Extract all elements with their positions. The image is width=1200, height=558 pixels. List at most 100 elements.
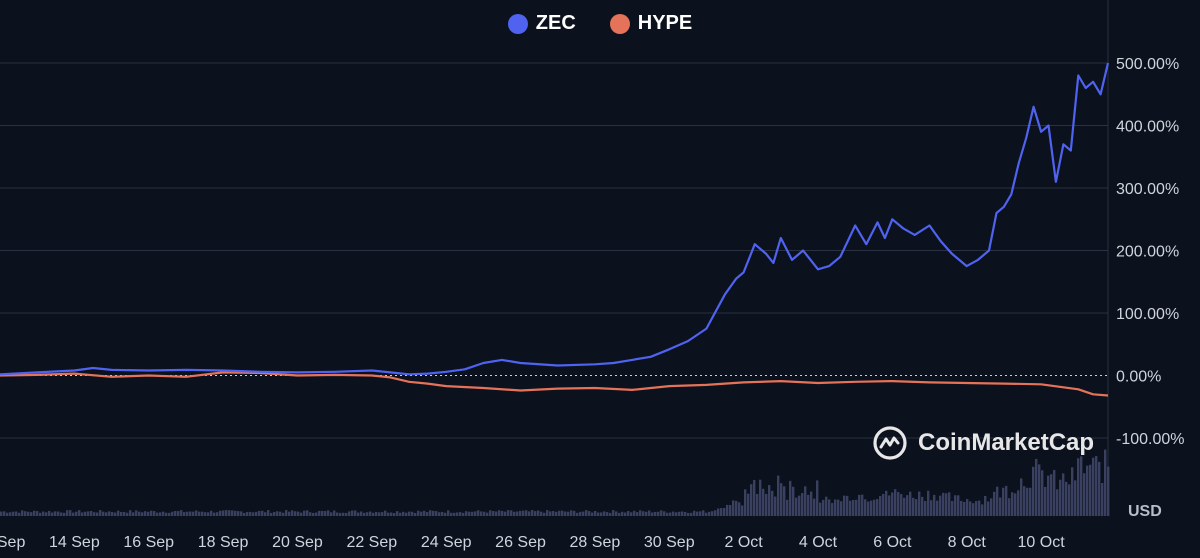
volume-bar [336, 512, 339, 516]
volume-bar [435, 511, 438, 516]
volume-bar [660, 510, 663, 516]
volume-bar [15, 511, 18, 516]
volume-bar [174, 510, 177, 516]
volume-bar [630, 512, 633, 516]
volume-bar [975, 501, 978, 516]
volume-bar [771, 490, 774, 516]
volume-bar [222, 510, 225, 516]
volume-bar [702, 510, 705, 516]
x-tick-label: 4 Oct [799, 534, 838, 551]
volume-bar [291, 510, 294, 516]
volume-bar [1059, 479, 1062, 516]
x-tick-label: 18 Sep [198, 534, 249, 551]
volume-bar [387, 512, 390, 516]
volume-bar [3, 511, 6, 516]
y-tick-label: -100.00% [1116, 431, 1185, 448]
volume-bar [504, 511, 507, 516]
volume-bar [840, 501, 843, 516]
volume-bar [738, 502, 741, 516]
volume-bar [1101, 483, 1104, 516]
volume-bar [612, 510, 615, 516]
volume-bar [891, 492, 894, 516]
volume-bar [600, 512, 603, 516]
volume-bar [678, 511, 681, 516]
volume-bar [909, 491, 912, 516]
volume-bar [597, 512, 600, 516]
volume-bar [96, 512, 99, 516]
x-tick-label: 10 Oct [1018, 534, 1066, 551]
volume-bar [912, 497, 915, 516]
volume-bar [921, 496, 924, 516]
legend-item-zec[interactable]: ZEC [507, 12, 576, 35]
volume-bar [834, 499, 837, 516]
volume-bar [972, 503, 975, 516]
volume-bar [234, 510, 237, 516]
volume-bar [453, 512, 456, 516]
volume-bar [315, 512, 318, 516]
volume-bar [1002, 487, 1005, 516]
volume-bar [558, 510, 561, 516]
volume-bar [696, 511, 699, 516]
volume-bar [327, 510, 330, 516]
volume-bar [537, 510, 540, 516]
volume-bar [768, 485, 771, 516]
volume-bar [192, 511, 195, 516]
volume-bar [1104, 449, 1107, 516]
x-tick-label: 6 Oct [873, 534, 912, 551]
volume-bar [273, 511, 276, 516]
volume-bar [618, 512, 621, 516]
volume-bar [780, 483, 783, 516]
volume-bar [111, 512, 114, 516]
volume-bar [639, 510, 642, 516]
volume-bar [144, 511, 147, 516]
volume-bar [378, 512, 381, 516]
volume-bar [219, 510, 222, 516]
volume-bar [30, 512, 33, 516]
volume-bar [837, 499, 840, 516]
volume-bar [507, 510, 510, 516]
x-tick-label: 24 Sep [421, 534, 472, 551]
volume-bar [276, 511, 279, 516]
volume-bar [894, 489, 897, 516]
volume-bar [399, 512, 402, 516]
volume-bar [615, 511, 618, 516]
volume-bar [288, 511, 291, 516]
volume-bar [825, 496, 828, 516]
volume-bar [951, 500, 954, 516]
volume-bar [231, 510, 234, 516]
volume-bar [330, 512, 333, 516]
volume-bar [870, 500, 873, 516]
volume-bar [690, 512, 693, 516]
volume-bar [669, 512, 672, 516]
volume-bar [795, 497, 798, 516]
volume-bar [420, 511, 423, 516]
volume-bar [213, 512, 216, 516]
volume-bar [369, 511, 372, 516]
volume-bar [846, 495, 849, 516]
y-tick-label: 200.00% [1116, 244, 1179, 261]
volume-bar [390, 512, 393, 516]
volume-bar [708, 511, 711, 516]
volume-bar [357, 512, 360, 516]
y-tick-label: 400.00% [1116, 119, 1179, 136]
volume-bar [162, 511, 165, 516]
volume-bar [168, 512, 171, 516]
volume-bar [1077, 458, 1080, 516]
volume-bar [588, 511, 591, 516]
volume-bar [237, 511, 240, 516]
volume-bar [852, 499, 855, 516]
volume-bar [609, 512, 612, 516]
volume-bar [474, 511, 477, 516]
volume-bar [675, 512, 678, 516]
x-tick-label: 8 Oct [948, 534, 987, 551]
volume-bar [510, 510, 513, 516]
volume-bar [564, 511, 567, 516]
volume-bar [261, 510, 264, 516]
legend-item-hype[interactable]: HYPE [609, 12, 692, 35]
volume-bar [990, 498, 993, 516]
volume-bar [744, 489, 747, 516]
volume-bar [792, 486, 795, 516]
volume-bar [75, 511, 78, 516]
volume-bar [354, 510, 357, 516]
